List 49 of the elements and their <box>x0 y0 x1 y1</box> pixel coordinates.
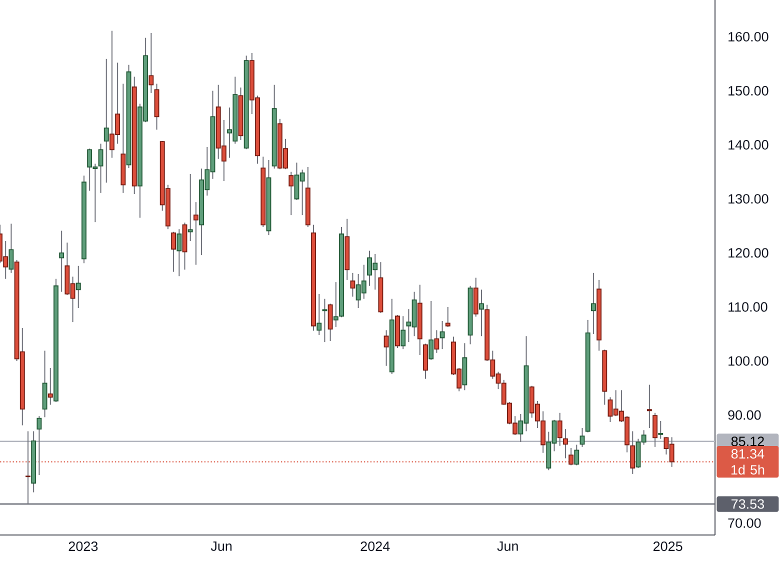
y-tick-label: 140.00 <box>728 140 768 150</box>
y-tick-label: 120.00 <box>728 248 768 258</box>
candlestick <box>384 330 389 366</box>
candlestick <box>76 265 81 309</box>
candlestick <box>440 320 445 350</box>
y-tick-label: 100.00 <box>728 356 768 366</box>
y-tick-label: 130.00 <box>728 194 768 204</box>
x-tick-label: 2025 <box>653 542 682 552</box>
candlestick <box>479 289 484 337</box>
x-tick-label: 2024 <box>360 542 390 552</box>
candlestick <box>148 32 154 94</box>
candlestick <box>652 412 658 448</box>
y-tick-label: 150.00 <box>728 86 768 96</box>
candlestick <box>8 223 14 274</box>
ref-line-label: 85.12 <box>731 436 764 446</box>
candlestick <box>104 58 109 184</box>
candlestick <box>445 306 450 328</box>
candlestick <box>288 171 294 216</box>
candlestick <box>48 368 53 406</box>
candlestick <box>176 228 182 277</box>
y-tick-label: 70.00 <box>728 518 761 528</box>
candlestick <box>428 300 434 360</box>
candlestick <box>36 416 42 476</box>
candlestick <box>434 330 440 354</box>
candlestick <box>188 174 193 242</box>
candlestick <box>171 231 176 272</box>
candlestick <box>562 428 568 459</box>
y-tick-label: 160.00 <box>728 32 768 42</box>
candlestick <box>557 412 562 446</box>
candlestick <box>574 444 580 466</box>
candlestick <box>658 420 664 440</box>
ref-line-label: 81.34 1d 5h <box>731 449 764 475</box>
x-tick-label: Jun <box>210 542 232 551</box>
ref-line-label: 73.53 <box>732 499 764 509</box>
candlestick <box>568 447 574 466</box>
x-tick-label: 2023 <box>68 542 98 552</box>
candlestick <box>322 298 328 343</box>
y-tick-label: 90.00 <box>728 410 761 420</box>
candlestick <box>59 230 64 292</box>
candlestick <box>98 143 104 194</box>
candlestick <box>316 293 322 336</box>
candlestick <box>400 316 406 350</box>
candlestick <box>193 202 198 266</box>
candlestick <box>580 428 585 448</box>
candlestick <box>590 272 596 334</box>
y-tick-label: 110.00 <box>728 302 768 312</box>
candlestick <box>646 384 652 428</box>
x-tick-label: Jun <box>497 542 518 551</box>
candlestick <box>350 272 356 298</box>
